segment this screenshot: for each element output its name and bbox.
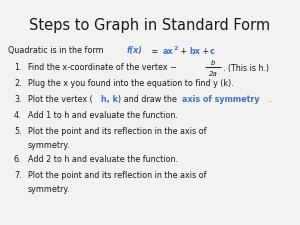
Text: c: c bbox=[210, 46, 215, 55]
Text: Add 1 to h and evaluate the function.: Add 1 to h and evaluate the function. bbox=[28, 111, 178, 120]
Text: Plot the vertex (: Plot the vertex ( bbox=[28, 95, 93, 104]
Text: .: . bbox=[268, 95, 271, 104]
Text: Plot the point and its reflection in the axis of: Plot the point and its reflection in the… bbox=[28, 171, 206, 180]
Text: 2a: 2a bbox=[208, 71, 217, 77]
Text: 3.: 3. bbox=[14, 95, 22, 104]
Text: =: = bbox=[149, 46, 161, 55]
Text: Quadratic is in the form: Quadratic is in the form bbox=[8, 46, 106, 55]
Text: . (This is h.): . (This is h.) bbox=[223, 63, 269, 72]
Text: 2: 2 bbox=[174, 45, 178, 50]
Text: +: + bbox=[200, 46, 209, 55]
Text: ax: ax bbox=[163, 46, 174, 55]
Text: f(x): f(x) bbox=[127, 46, 143, 55]
Text: Steps to Graph in Standard Form: Steps to Graph in Standard Form bbox=[29, 18, 271, 33]
Text: Plug the x you found into the equation to find y (k).: Plug the x you found into the equation t… bbox=[28, 79, 234, 88]
Text: Find the x-coordinate of the vertex −: Find the x-coordinate of the vertex − bbox=[28, 63, 177, 72]
Text: b: b bbox=[211, 60, 215, 66]
Text: Add 2 to h and evaluate the function.: Add 2 to h and evaluate the function. bbox=[28, 155, 178, 164]
Text: ) and draw the: ) and draw the bbox=[118, 95, 179, 104]
Text: 2.: 2. bbox=[14, 79, 22, 88]
Text: 7.: 7. bbox=[14, 171, 22, 180]
Text: bx: bx bbox=[189, 46, 200, 55]
Text: 4.: 4. bbox=[14, 111, 22, 120]
Text: symmetry.: symmetry. bbox=[28, 140, 70, 149]
Text: 6.: 6. bbox=[14, 155, 22, 164]
Text: Plot the point and its reflection in the axis of: Plot the point and its reflection in the… bbox=[28, 127, 206, 136]
Text: symmetry.: symmetry. bbox=[28, 184, 70, 193]
Text: axis of symmetry: axis of symmetry bbox=[182, 95, 260, 104]
Text: +: + bbox=[178, 46, 190, 55]
Text: 5.: 5. bbox=[14, 127, 22, 136]
Text: h, k: h, k bbox=[101, 95, 118, 104]
Text: 1.: 1. bbox=[14, 63, 22, 72]
